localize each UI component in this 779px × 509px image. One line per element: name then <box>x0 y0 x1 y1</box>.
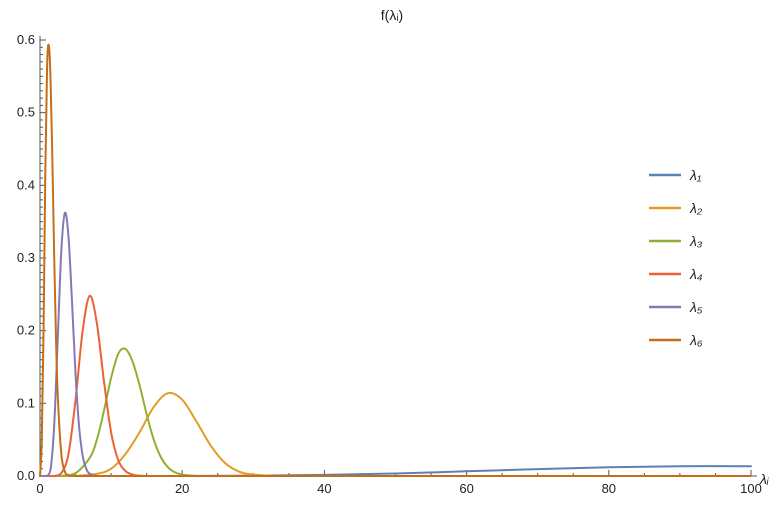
y-tick-label: 0.3 <box>17 250 35 265</box>
legend-label: λ₃ <box>689 233 703 249</box>
legend-label: λ₄ <box>689 266 703 282</box>
legend: λ₁ λ₂ λ₃ λ₄ λ₅ λ₆ <box>649 167 703 348</box>
series-line-5 <box>46 211 98 477</box>
legend-label: λ₆ <box>689 332 703 348</box>
legend-label: λ₁ <box>689 167 702 183</box>
y-tick-label: 0.0 <box>17 468 35 483</box>
legend-label: λ₅ <box>689 299 703 315</box>
series-group <box>39 43 752 478</box>
series-line-4 <box>53 294 148 477</box>
axes: 0 20 40 60 80 100 0.0 0.1 0.2 0.3 0.4 0.5 0.6 <box>17 32 762 496</box>
x-tick-label: 60 <box>459 481 473 496</box>
series-line-3 <box>60 347 198 477</box>
chart-title: f(λᵢ) <box>381 7 403 23</box>
y-tick-label: 0.5 <box>17 105 35 120</box>
series-line-2 <box>74 391 276 477</box>
x-tick-label: 0 <box>36 481 43 496</box>
legend-label: λ₂ <box>689 200 703 216</box>
x-tick-label: 100 <box>740 481 762 496</box>
x-axis-label: λᵢ <box>759 471 769 487</box>
y-tick-label: 0.1 <box>17 395 35 410</box>
y-tick-label: 0.6 <box>17 32 35 47</box>
x-tick-label: 40 <box>317 481 331 496</box>
x-tick-label: 20 <box>175 481 189 496</box>
x-tick-label: 80 <box>602 481 616 496</box>
series-line-6 <box>39 43 77 477</box>
y-tick-label: 0.4 <box>17 177 35 192</box>
y-tick-label: 0.2 <box>17 323 35 338</box>
